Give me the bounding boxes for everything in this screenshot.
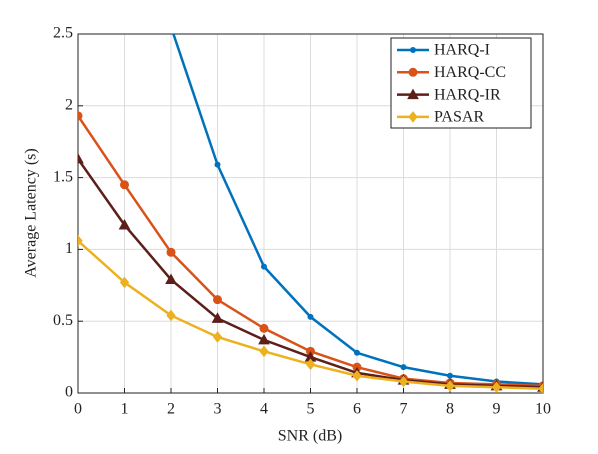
x-tick-label: 1 — [121, 401, 129, 418]
marker — [408, 111, 418, 123]
legend-label: HARQ-CC — [434, 64, 506, 81]
marker — [165, 273, 177, 285]
marker — [211, 312, 224, 323]
y-tick-label: 2 — [65, 96, 73, 113]
marker — [447, 372, 453, 379]
marker — [78, 111, 83, 121]
x-tick-label: 2 — [167, 401, 175, 418]
marker — [258, 333, 270, 345]
x-axis-label: SNR (dB) — [278, 428, 342, 445]
marker — [118, 218, 131, 230]
marker — [407, 88, 419, 100]
x-tick-label: 6 — [353, 401, 361, 418]
legend-label: HARQ-IR — [434, 86, 501, 103]
marker — [261, 263, 267, 270]
marker — [538, 382, 543, 393]
legend-label: HARQ-I — [434, 42, 490, 59]
marker — [491, 381, 502, 393]
legend-label: PASAR — [434, 109, 484, 126]
marker — [305, 358, 316, 371]
marker — [166, 247, 176, 257]
y-tick-label: 0.5 — [53, 312, 73, 329]
marker — [307, 313, 314, 320]
y-tick-label: 2.5 — [53, 25, 73, 42]
marker — [352, 369, 362, 382]
x-tick-label: 9 — [493, 401, 501, 418]
y-tick-label: 1.5 — [53, 168, 73, 185]
x-tick-label: 3 — [214, 401, 222, 418]
marker — [119, 276, 130, 289]
marker — [354, 349, 360, 356]
y-axis-label: Average Latency (s) — [23, 148, 40, 277]
marker — [408, 67, 418, 77]
marker — [259, 345, 269, 358]
axes-box — [77, 33, 544, 394]
marker — [400, 364, 407, 371]
marker — [213, 295, 222, 305]
marker — [445, 380, 455, 392]
marker — [259, 323, 269, 333]
y-tick-label: 1 — [65, 240, 73, 257]
x-tick-label: 0 — [74, 401, 82, 418]
marker — [169, 24, 174, 29]
x-tick-label: 8 — [446, 401, 454, 418]
y-tick-label: 0 — [65, 384, 73, 401]
marker — [120, 180, 129, 190]
marker — [78, 152, 84, 164]
x-tick-label: 5 — [307, 401, 315, 418]
marker — [78, 234, 83, 247]
x-tick-label: 7 — [400, 401, 408, 418]
marker — [398, 375, 409, 388]
marker — [214, 161, 221, 168]
x-tick-label: 4 — [260, 401, 268, 418]
x-tick-label: 10 — [535, 401, 551, 418]
marker — [410, 47, 416, 53]
marker — [212, 331, 223, 343]
marker — [166, 309, 176, 322]
plot-layer — [78, 24, 543, 393]
